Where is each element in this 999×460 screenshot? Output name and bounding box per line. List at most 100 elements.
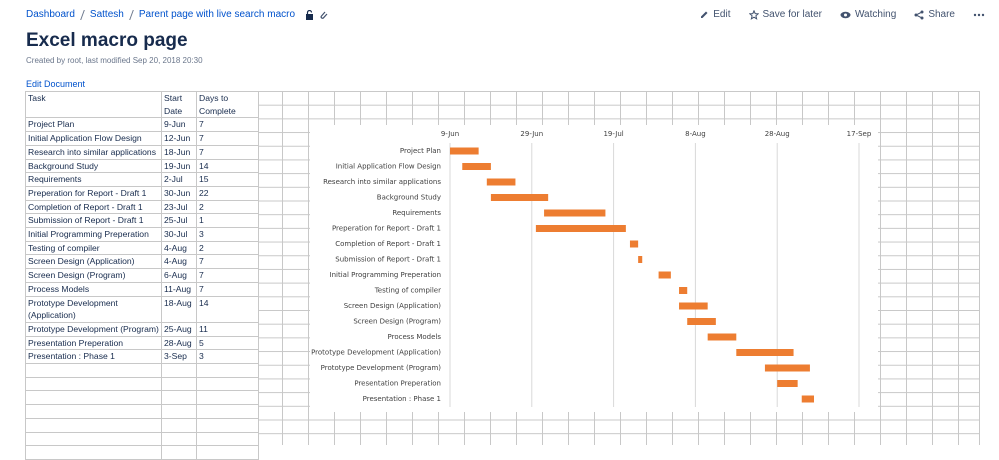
x-tick-label: 9-Jun (441, 130, 459, 138)
cell[interactable]: 14 (196, 158, 259, 174)
cell[interactable] (25, 404, 162, 419)
row: Preperation for Report - Draft 1 30-Jun 22 (25, 185, 259, 201)
cell[interactable] (25, 363, 162, 378)
cell[interactable]: 18-Jun (161, 144, 197, 160)
row: Background Study 19-Jun 14 (25, 158, 259, 174)
cell[interactable]: Testing of compiler (25, 240, 162, 256)
cell[interactable]: 4-Aug (161, 240, 197, 256)
cell[interactable] (161, 404, 197, 419)
cell[interactable]: Screen Design (Program) (25, 268, 162, 283)
cell[interactable] (25, 431, 162, 447)
x-tick-label: 17-Sep (847, 130, 872, 138)
cell[interactable]: 2-Jul (161, 172, 197, 187)
cell[interactable]: 1 (196, 213, 259, 229)
cell[interactable]: 25-Aug (161, 321, 197, 337)
cell[interactable]: 18-Aug (161, 295, 197, 323)
cell[interactable]: 15 (196, 172, 259, 187)
cell[interactable] (196, 390, 259, 406)
cell[interactable]: Initial Application Flow Design (25, 131, 162, 146)
y-tick-label: Testing of compiler (374, 287, 441, 295)
crumb[interactable]: Sattesh (89, 9, 124, 20)
cell[interactable]: Research into similar applications (25, 144, 162, 160)
edit-document-link[interactable]: Edit Document (26, 79, 86, 89)
save-button[interactable]: Save for later (748, 9, 822, 20)
cell[interactable]: 7 (196, 131, 259, 146)
cell[interactable] (161, 431, 197, 447)
cell[interactable] (196, 363, 259, 378)
cell[interactable] (161, 417, 197, 433)
cell[interactable]: 6-Aug (161, 268, 197, 283)
cell[interactable]: 3 (196, 349, 259, 365)
cell[interactable]: 7 (196, 144, 259, 160)
cell[interactable] (161, 376, 197, 392)
bar (544, 209, 606, 217)
cell[interactable]: Start Date (161, 90, 197, 119)
cell[interactable]: Presentation Preperation (25, 335, 162, 351)
cell[interactable] (161, 390, 197, 406)
cell[interactable] (161, 445, 197, 460)
cell[interactable]: Completion of Report - Draft 1 (25, 199, 162, 215)
cell[interactable]: 2 (196, 199, 259, 215)
label: Watching (854, 9, 897, 20)
cell[interactable]: Project Plan (25, 117, 162, 133)
cell[interactable]: 5 (196, 335, 259, 351)
cell[interactable]: 3-Sep (161, 349, 197, 365)
y-tick-label: Completion of Report - Draft 1 (335, 240, 441, 248)
cell[interactable]: Initial Programming Preperation (25, 227, 162, 242)
crumb[interactable]: Dashboard (26, 9, 75, 20)
cell[interactable] (196, 404, 259, 419)
cell[interactable]: Presentation : Phase 1 (25, 349, 162, 365)
more-button[interactable] (973, 13, 985, 17)
cell[interactable] (25, 376, 162, 392)
cell[interactable]: Process Models (25, 281, 162, 297)
cell[interactable]: 11-Aug (161, 281, 197, 297)
row: Task Start Date Days to Complete (25, 90, 259, 119)
cell[interactable]: 7 (196, 281, 259, 297)
label: Share (928, 9, 955, 20)
cell[interactable]: 4-Aug (161, 254, 197, 270)
cell[interactable]: Requirements (25, 172, 162, 187)
cell[interactable]: 11 (196, 321, 259, 337)
watch-button[interactable]: Watching (840, 9, 896, 20)
cell[interactable]: 23-Jul (161, 199, 197, 215)
cell[interactable]: 7 (196, 254, 259, 270)
cell[interactable] (196, 431, 259, 447)
cell[interactable] (25, 445, 162, 460)
cell[interactable] (25, 417, 162, 433)
cell[interactable]: 19-Jun (161, 158, 197, 174)
page-actions: Edit Save for later Watching Share (699, 9, 985, 20)
cell[interactable] (196, 445, 259, 460)
cell[interactable]: Task (25, 90, 162, 119)
cell[interactable]: 2 (196, 240, 259, 256)
cell[interactable]: Prototype Development (Application) (25, 295, 162, 323)
cell[interactable]: 30-Jun (161, 185, 197, 201)
attachment-icon[interactable] (319, 10, 328, 20)
cell[interactable]: 28-Aug (161, 335, 197, 351)
crumb[interactable]: Parent page with live search macro (138, 9, 296, 20)
cell[interactable]: Preperation for Report - Draft 1 (25, 185, 162, 201)
cell[interactable]: Screen Design (Application) (25, 254, 162, 270)
cell[interactable]: 3 (196, 227, 259, 242)
cell[interactable]: Submission of Report - Draft 1 (25, 213, 162, 229)
bar (736, 349, 794, 356)
cell[interactable]: Background Study (25, 158, 162, 174)
cell[interactable]: 7 (196, 268, 259, 283)
restriction-icon[interactable] (305, 9, 314, 20)
cell[interactable]: Prototype Development (Program) (25, 321, 162, 337)
cell[interactable] (161, 363, 197, 378)
edit-button[interactable]: Edit (699, 9, 731, 20)
cell[interactable] (196, 376, 259, 392)
cell[interactable] (25, 390, 162, 406)
cell[interactable]: Days to Complete (196, 90, 259, 119)
share-button[interactable]: Share (914, 9, 955, 20)
cell[interactable]: 7 (196, 117, 259, 133)
cell[interactable]: 12-Jun (161, 131, 197, 146)
cell[interactable]: 30-Jul (161, 227, 197, 242)
breadcrumbs: Dashboard Sattesh Parent page with live … (26, 9, 328, 20)
cell[interactable]: 14 (196, 295, 259, 323)
cell[interactable]: 25-Jul (161, 213, 197, 229)
cell[interactable] (196, 417, 259, 433)
cell[interactable]: 9-Jun (161, 117, 197, 133)
y-tick-label: Prototype Development (Program) (321, 364, 442, 372)
cell[interactable]: 22 (196, 185, 259, 201)
